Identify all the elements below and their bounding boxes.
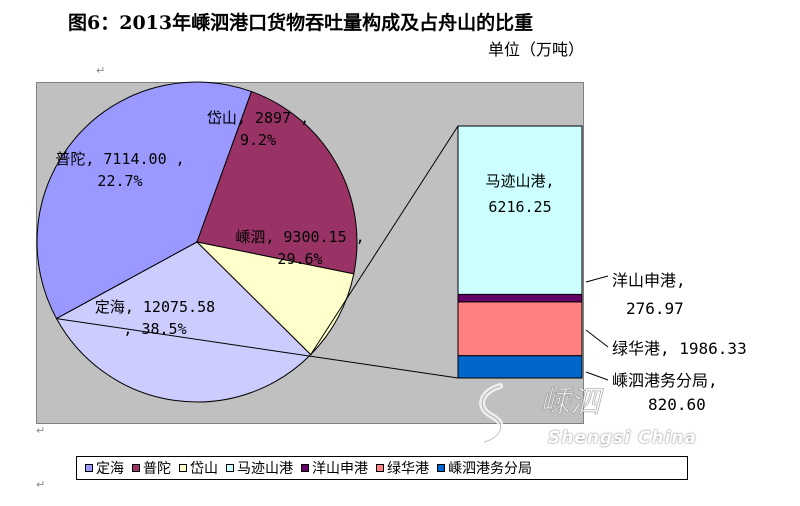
legend-item-6: 绿华港	[376, 458, 429, 478]
connector-line-top	[310, 125, 459, 355]
legend-swatch	[226, 464, 234, 472]
bar-data-label-1: 马迹山港, 6216.25	[485, 172, 554, 216]
paragraph-mark: ↵	[36, 478, 46, 491]
legend-swatch	[179, 464, 187, 472]
pie-data-label-1: 定海, 12075.58, 38.5%	[95, 298, 215, 338]
unit-label: 单位（万吨）	[488, 40, 585, 59]
bar-segment-1	[457, 125, 583, 295]
legend-label: 绿华港	[387, 461, 429, 477]
legend-label: 洋山申港	[312, 461, 368, 477]
legend-label: 马迹山港	[237, 461, 293, 477]
legend-item-4: 马迹山港	[226, 458, 293, 478]
legend-swatch	[85, 464, 93, 472]
legend-label: 岱山	[190, 461, 218, 477]
pie-data-label-3: 岱山, 2897 , 9.2%	[207, 109, 309, 149]
watermark-latin-text: Shengsi China	[548, 428, 697, 448]
pie-slices	[36, 81, 358, 403]
legend: 定海 普陀 岱山 马迹山港 洋山申港 绿华港 嵊泗港务分局	[76, 456, 688, 480]
legend-label: 普陀	[143, 461, 171, 477]
legend-swatch	[376, 464, 384, 472]
bar-data-label-4: 嵊泗港务分局, 820.60	[612, 371, 718, 414]
shengsi-china-watermark-logo: 嵊泗	[479, 383, 604, 445]
pie-data-label-4: 嵊泗, 9300.15 , 29.6%	[235, 228, 364, 268]
bar-segment-4	[457, 355, 583, 379]
pie-data-label-2: 普陀, 7114.00 , 22.7%	[55, 150, 184, 190]
connector-lines	[56, 125, 459, 379]
legend-item-1: 定海	[85, 458, 124, 478]
legend-item-7: 嵊泗港务分局	[437, 458, 532, 478]
bar-data-label-2: 洋山申港, 276.97	[612, 271, 686, 318]
bar-segment-3	[457, 301, 583, 357]
legend-swatch	[132, 464, 140, 472]
pie-slice-1	[36, 81, 253, 320]
paragraph-mark: ↵	[96, 64, 106, 77]
stacked-bar	[457, 125, 583, 379]
watermark-cn-text: 嵊泗	[540, 385, 604, 420]
chart-title: 图6：2013年嵊泗港口货物吞吐量构成及占舟山的比重	[68, 12, 534, 34]
legend-swatch	[437, 464, 445, 472]
bar-data-labels: 马迹山港, 6216.25 洋山申港, 276.97 绿华港, 1986.33 嵊泗港务分…	[485, 172, 746, 414]
connector-line-bottom	[56, 318, 459, 379]
leader-line	[585, 371, 609, 381]
legend-swatch	[301, 464, 309, 472]
legend-item-3: 岱山	[179, 458, 218, 478]
legend-label: 嵊泗港务分局	[448, 461, 532, 477]
legend-label: 定海	[96, 461, 124, 477]
pie-data-labels: 定海, 12075.58, 38.5% 普陀, 7114.00 , 22.7% 岱山,…	[55, 109, 364, 338]
bar-data-label-3: 绿华港, 1986.33	[612, 339, 747, 358]
bar-segment-2	[457, 293, 583, 303]
legend-item-2: 普陀	[132, 458, 171, 478]
leader-line	[585, 275, 609, 283]
leader-line	[585, 329, 609, 348]
legend-item-5: 洋山申港	[301, 458, 368, 478]
paragraph-mark: ↵	[36, 424, 46, 437]
pie-slice-2	[196, 90, 358, 275]
pie-slice-4	[55, 241, 312, 403]
